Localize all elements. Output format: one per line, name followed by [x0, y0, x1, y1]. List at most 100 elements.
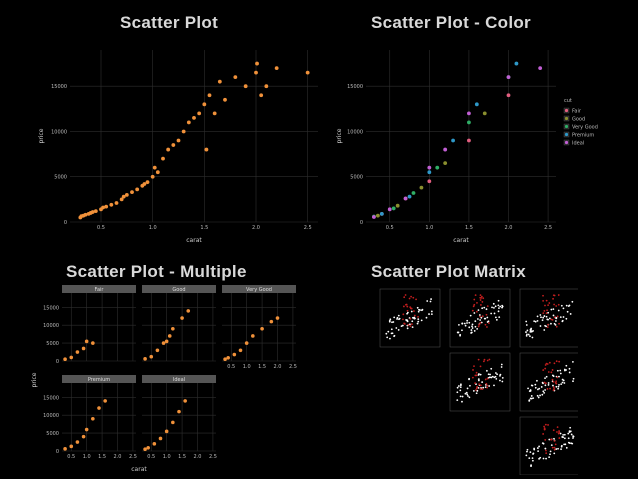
matrix-point-highlight [475, 387, 478, 390]
matrix-point [557, 447, 559, 450]
matrix-point [563, 382, 566, 384]
matrix-point [494, 316, 497, 319]
matrix-point [497, 304, 500, 307]
matrix-point [398, 318, 400, 321]
matrix-point [568, 371, 571, 374]
matrix-point [501, 306, 503, 309]
matrix-point-highlight [545, 382, 547, 385]
matrix-point-highlight [552, 297, 554, 300]
data-point [143, 357, 147, 361]
data-point [109, 202, 114, 207]
data-point [186, 120, 191, 125]
matrix-point-highlight [478, 323, 481, 326]
matrix-point [542, 316, 545, 319]
matrix-point [457, 385, 460, 387]
matrix-point-highlight [479, 387, 482, 390]
legend-title: cut [564, 98, 572, 104]
matrix-point-highlight [544, 367, 547, 370]
matrix-point [477, 386, 480, 389]
matrix-point [464, 392, 467, 395]
matrix-point-highlight [550, 371, 553, 374]
matrix-point [562, 307, 565, 310]
data-point-premium [407, 194, 412, 199]
matrix-point [539, 314, 542, 316]
data-point [197, 111, 202, 116]
matrix-point [459, 386, 462, 389]
title-scatter-plot-color: Scatter Plot - Color [371, 13, 531, 32]
matrix-point [545, 315, 548, 318]
matrix-point-highlight [551, 446, 554, 449]
y-tick-label: 5000 [350, 175, 363, 181]
matrix-point [538, 457, 540, 460]
facet-strip [62, 375, 136, 383]
data-point [63, 357, 67, 362]
data-point [84, 427, 89, 432]
matrix-point-highlight [410, 295, 412, 298]
matrix-point [476, 327, 479, 330]
matrix-point-highlight [484, 323, 487, 326]
matrix-point [396, 318, 398, 320]
data-point [186, 309, 191, 313]
matrix-point-highlight [548, 302, 551, 304]
matrix-point-highlight [545, 449, 547, 452]
matrix-point [490, 376, 493, 379]
matrix-point-highlight [479, 294, 482, 297]
matrix-point [387, 330, 390, 333]
data-point [119, 197, 124, 202]
legend-swatch [564, 132, 569, 137]
matrix-cell [519, 416, 578, 475]
matrix-point [547, 382, 550, 384]
matrix-point-highlight [477, 358, 480, 361]
matrix-point [479, 373, 482, 376]
matrix-point [561, 381, 564, 384]
matrix-point [548, 317, 551, 320]
matrix-point [406, 327, 409, 330]
matrix-point-highlight [479, 315, 481, 318]
matrix-point [553, 437, 555, 440]
matrix-point-highlight [486, 305, 489, 307]
matrix-point-highlight [409, 306, 412, 309]
matrix-point [534, 383, 537, 386]
matrix-point [500, 366, 503, 368]
matrix-point-highlight [413, 314, 416, 317]
matrix-point [544, 324, 546, 327]
data-point [91, 341, 95, 345]
matrix-point [487, 373, 490, 376]
matrix-point [477, 378, 480, 381]
matrix-point [456, 391, 459, 394]
matrix-point [567, 432, 570, 435]
y-tick-label: 0 [360, 220, 363, 226]
matrix-point [552, 314, 555, 317]
matrix-point [543, 315, 546, 317]
y-axis-label: price [336, 128, 343, 143]
matrix-point [485, 308, 488, 311]
matrix-point [563, 443, 566, 446]
matrix-point [493, 306, 495, 309]
matrix-point [426, 300, 429, 302]
x-tick-label: 1.0 [243, 364, 251, 370]
matrix-point [525, 331, 527, 333]
matrix-point [557, 309, 560, 312]
matrix-point-highlight [547, 371, 550, 373]
matrix-point [542, 382, 544, 385]
matrix-point-highlight [402, 313, 405, 316]
matrix-point [456, 386, 459, 389]
x-tick-label: 1.0 [163, 454, 171, 460]
data-point-premium [379, 211, 384, 216]
matrix-point-highlight [480, 304, 482, 306]
matrix-point [538, 387, 541, 390]
data-point [161, 156, 165, 161]
matrix-point-highlight [417, 315, 419, 318]
data-point [81, 434, 86, 439]
data-point [152, 442, 157, 446]
data-point [233, 75, 238, 80]
matrix-point [563, 368, 566, 371]
data-point [149, 354, 154, 359]
matrix-point [563, 433, 566, 436]
matrix-point [479, 319, 482, 321]
data-point [269, 319, 274, 324]
matrix-point [550, 308, 553, 311]
matrix-point-highlight [558, 360, 561, 363]
matrix-point [390, 328, 393, 331]
matrix-point [536, 379, 538, 382]
